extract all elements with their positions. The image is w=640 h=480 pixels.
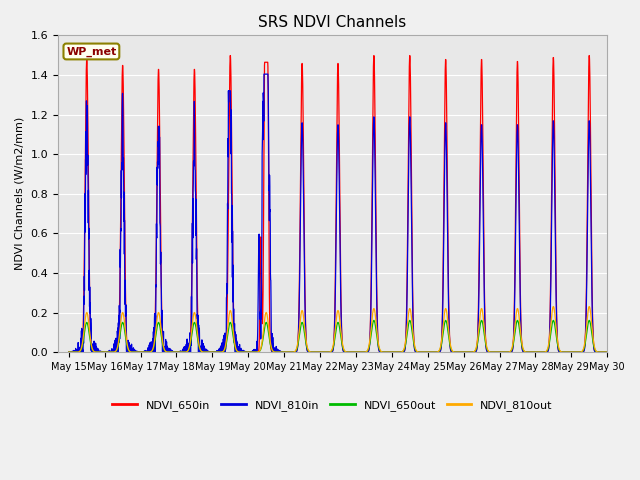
NDVI_810in [535, 349, 543, 355]
NDVI_810out [65, 349, 72, 355]
NDVI_810in [272, 349, 280, 355]
Legend: NDVI_650in, NDVI_810in, NDVI_650out, NDVI_810out: NDVI_650in, NDVI_810in, NDVI_650out, NDV… [108, 396, 557, 416]
NDVI_810out [534, 349, 542, 355]
NDVI_650out [535, 349, 543, 355]
NDVI_650in [295, 315, 303, 321]
NDVI_810out [604, 349, 611, 355]
Title: SRS NDVI Channels: SRS NDVI Channels [259, 15, 407, 30]
NDVI_650out [370, 318, 378, 324]
NDVI_810out [127, 349, 134, 355]
NDVI_810in [295, 315, 303, 321]
NDVI_650in [227, 53, 234, 59]
NDVI_810in [260, 71, 268, 77]
NDVI_650out [65, 349, 72, 355]
NDVI_810out [593, 348, 600, 354]
NDVI_810in [66, 349, 74, 355]
NDVI_650in [535, 349, 543, 355]
NDVI_650out [295, 338, 303, 344]
Line: NDVI_810out: NDVI_810out [68, 307, 607, 352]
NDVI_650in [604, 349, 611, 355]
NDVI_650out [271, 349, 279, 355]
NDVI_810in [604, 349, 611, 355]
NDVI_810in [159, 348, 166, 354]
NDVI_810out [295, 334, 303, 339]
NDVI_810in [593, 349, 601, 355]
Line: NDVI_650out: NDVI_650out [68, 321, 607, 352]
NDVI_650in [271, 349, 279, 355]
NDVI_810out [550, 304, 557, 310]
NDVI_810out [158, 336, 166, 342]
NDVI_810in [65, 349, 72, 355]
NDVI_650in [593, 349, 600, 355]
Text: WP_met: WP_met [67, 47, 116, 57]
NDVI_650out [604, 349, 611, 355]
NDVI_650out [158, 339, 166, 345]
Line: NDVI_650in: NDVI_650in [68, 56, 607, 352]
Line: NDVI_810in: NDVI_810in [68, 74, 607, 352]
NDVI_810out [271, 349, 279, 355]
NDVI_650in [127, 349, 134, 355]
NDVI_650out [593, 349, 600, 355]
NDVI_650out [127, 349, 134, 355]
NDVI_650in [158, 329, 166, 335]
NDVI_650in [65, 349, 72, 355]
Y-axis label: NDVI Channels (W/m2/mm): NDVI Channels (W/m2/mm) [15, 117, 25, 270]
NDVI_810in [127, 349, 134, 355]
